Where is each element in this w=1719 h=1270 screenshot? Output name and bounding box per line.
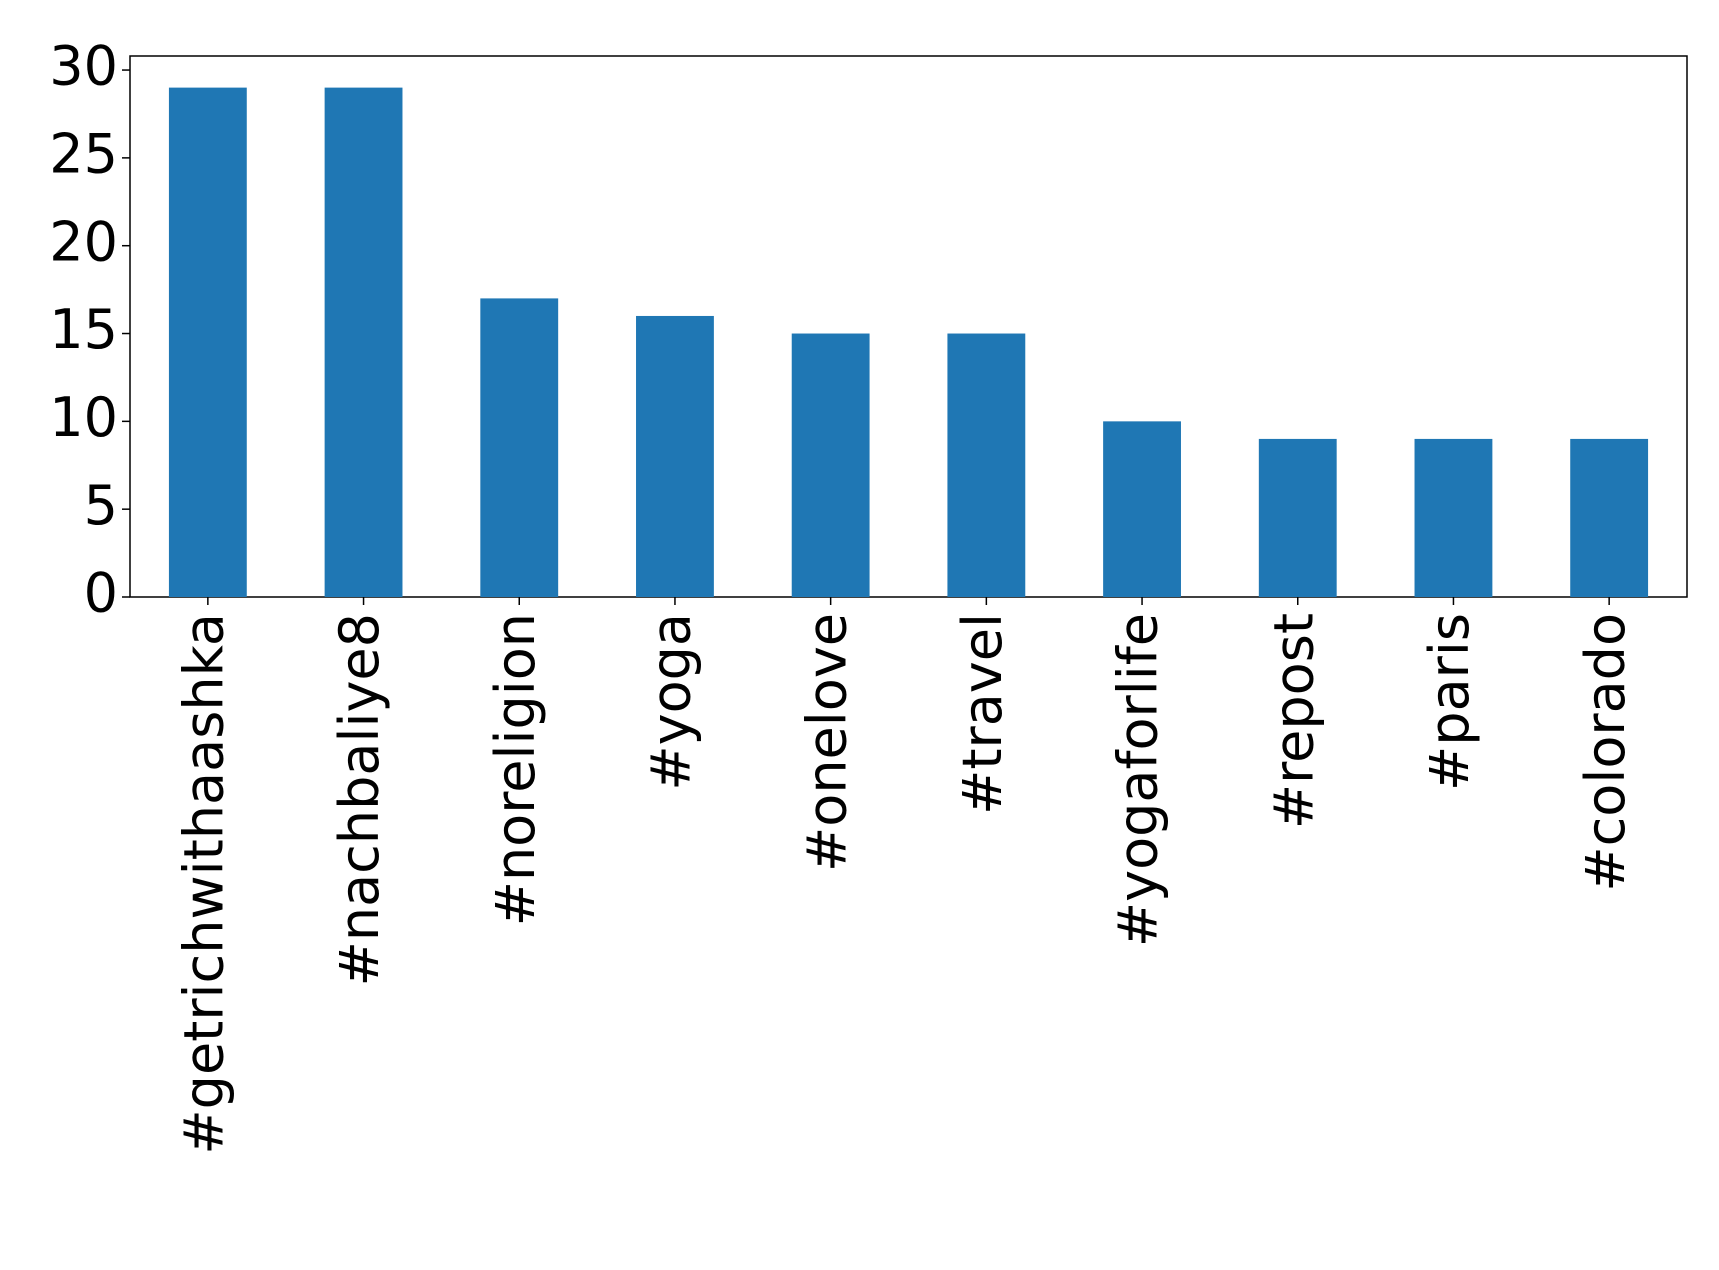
x-tick-label: #travel	[951, 613, 1014, 815]
y-tick-label: 30	[49, 35, 118, 98]
y-tick-label: 0	[84, 562, 118, 625]
bar	[791, 333, 870, 597]
x-tick-label: #nachbaliye8	[328, 613, 391, 986]
bar	[480, 298, 559, 597]
bar	[1103, 421, 1181, 597]
bar	[636, 315, 714, 597]
x-tick-label: #getrichwithaashka	[172, 613, 235, 1155]
y-tick-label: 20	[49, 210, 118, 273]
y-tick-label: 10	[49, 386, 118, 449]
bar	[1414, 438, 1493, 597]
y-tick-label: 15	[49, 298, 118, 361]
x-tick-label: #paris	[1418, 613, 1481, 791]
y-tick-label: 25	[49, 123, 118, 186]
bar	[947, 333, 1026, 597]
plot-frame	[129, 55, 1688, 598]
x-tick-label: #noreligion	[484, 613, 547, 926]
bar	[324, 87, 403, 597]
x-tick-label: #repost	[1262, 613, 1325, 829]
y-tick-label: 5	[84, 474, 118, 537]
bar	[1258, 438, 1337, 597]
bar	[168, 87, 247, 597]
x-tick-label: #colorado	[1574, 613, 1637, 892]
x-tick-label: #yoga	[640, 613, 703, 791]
x-tick-label: #onelove	[795, 613, 858, 872]
x-tick-label: #yogaforlife	[1107, 613, 1170, 947]
bar	[1570, 438, 1649, 597]
